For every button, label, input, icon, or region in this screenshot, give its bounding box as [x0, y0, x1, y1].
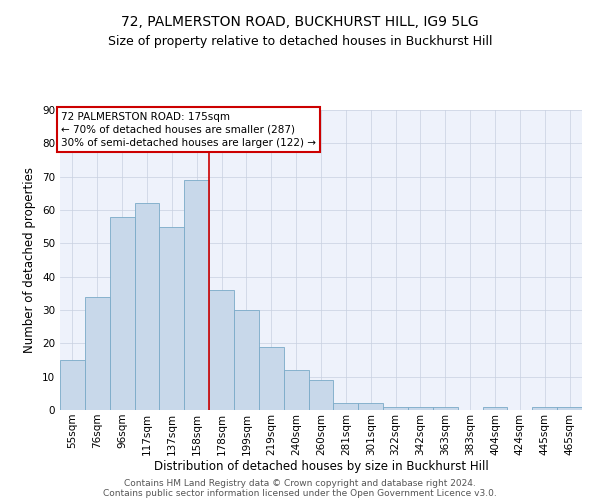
- Bar: [433, 406, 458, 410]
- Bar: [234, 310, 259, 410]
- Y-axis label: Number of detached properties: Number of detached properties: [23, 167, 37, 353]
- Bar: [482, 406, 508, 410]
- Text: Contains HM Land Registry data © Crown copyright and database right 2024.: Contains HM Land Registry data © Crown c…: [124, 478, 476, 488]
- Text: Size of property relative to detached houses in Buckhurst Hill: Size of property relative to detached ho…: [108, 35, 492, 48]
- Bar: [358, 404, 383, 410]
- Text: 72, PALMERSTON ROAD, BUCKHURST HILL, IG9 5LG: 72, PALMERSTON ROAD, BUCKHURST HILL, IG9…: [121, 15, 479, 29]
- Bar: [308, 380, 334, 410]
- Bar: [85, 296, 110, 410]
- Bar: [60, 360, 85, 410]
- Text: 72 PALMERSTON ROAD: 175sqm
← 70% of detached houses are smaller (287)
30% of sem: 72 PALMERSTON ROAD: 175sqm ← 70% of deta…: [61, 112, 316, 148]
- Bar: [408, 406, 433, 410]
- X-axis label: Distribution of detached houses by size in Buckhurst Hill: Distribution of detached houses by size …: [154, 460, 488, 473]
- Bar: [134, 204, 160, 410]
- Text: Contains public sector information licensed under the Open Government Licence v3: Contains public sector information licen…: [103, 488, 497, 498]
- Bar: [284, 370, 308, 410]
- Bar: [259, 346, 284, 410]
- Bar: [557, 406, 582, 410]
- Bar: [184, 180, 209, 410]
- Bar: [334, 404, 358, 410]
- Bar: [532, 406, 557, 410]
- Bar: [209, 290, 234, 410]
- Bar: [383, 406, 408, 410]
- Bar: [110, 216, 134, 410]
- Bar: [160, 226, 184, 410]
